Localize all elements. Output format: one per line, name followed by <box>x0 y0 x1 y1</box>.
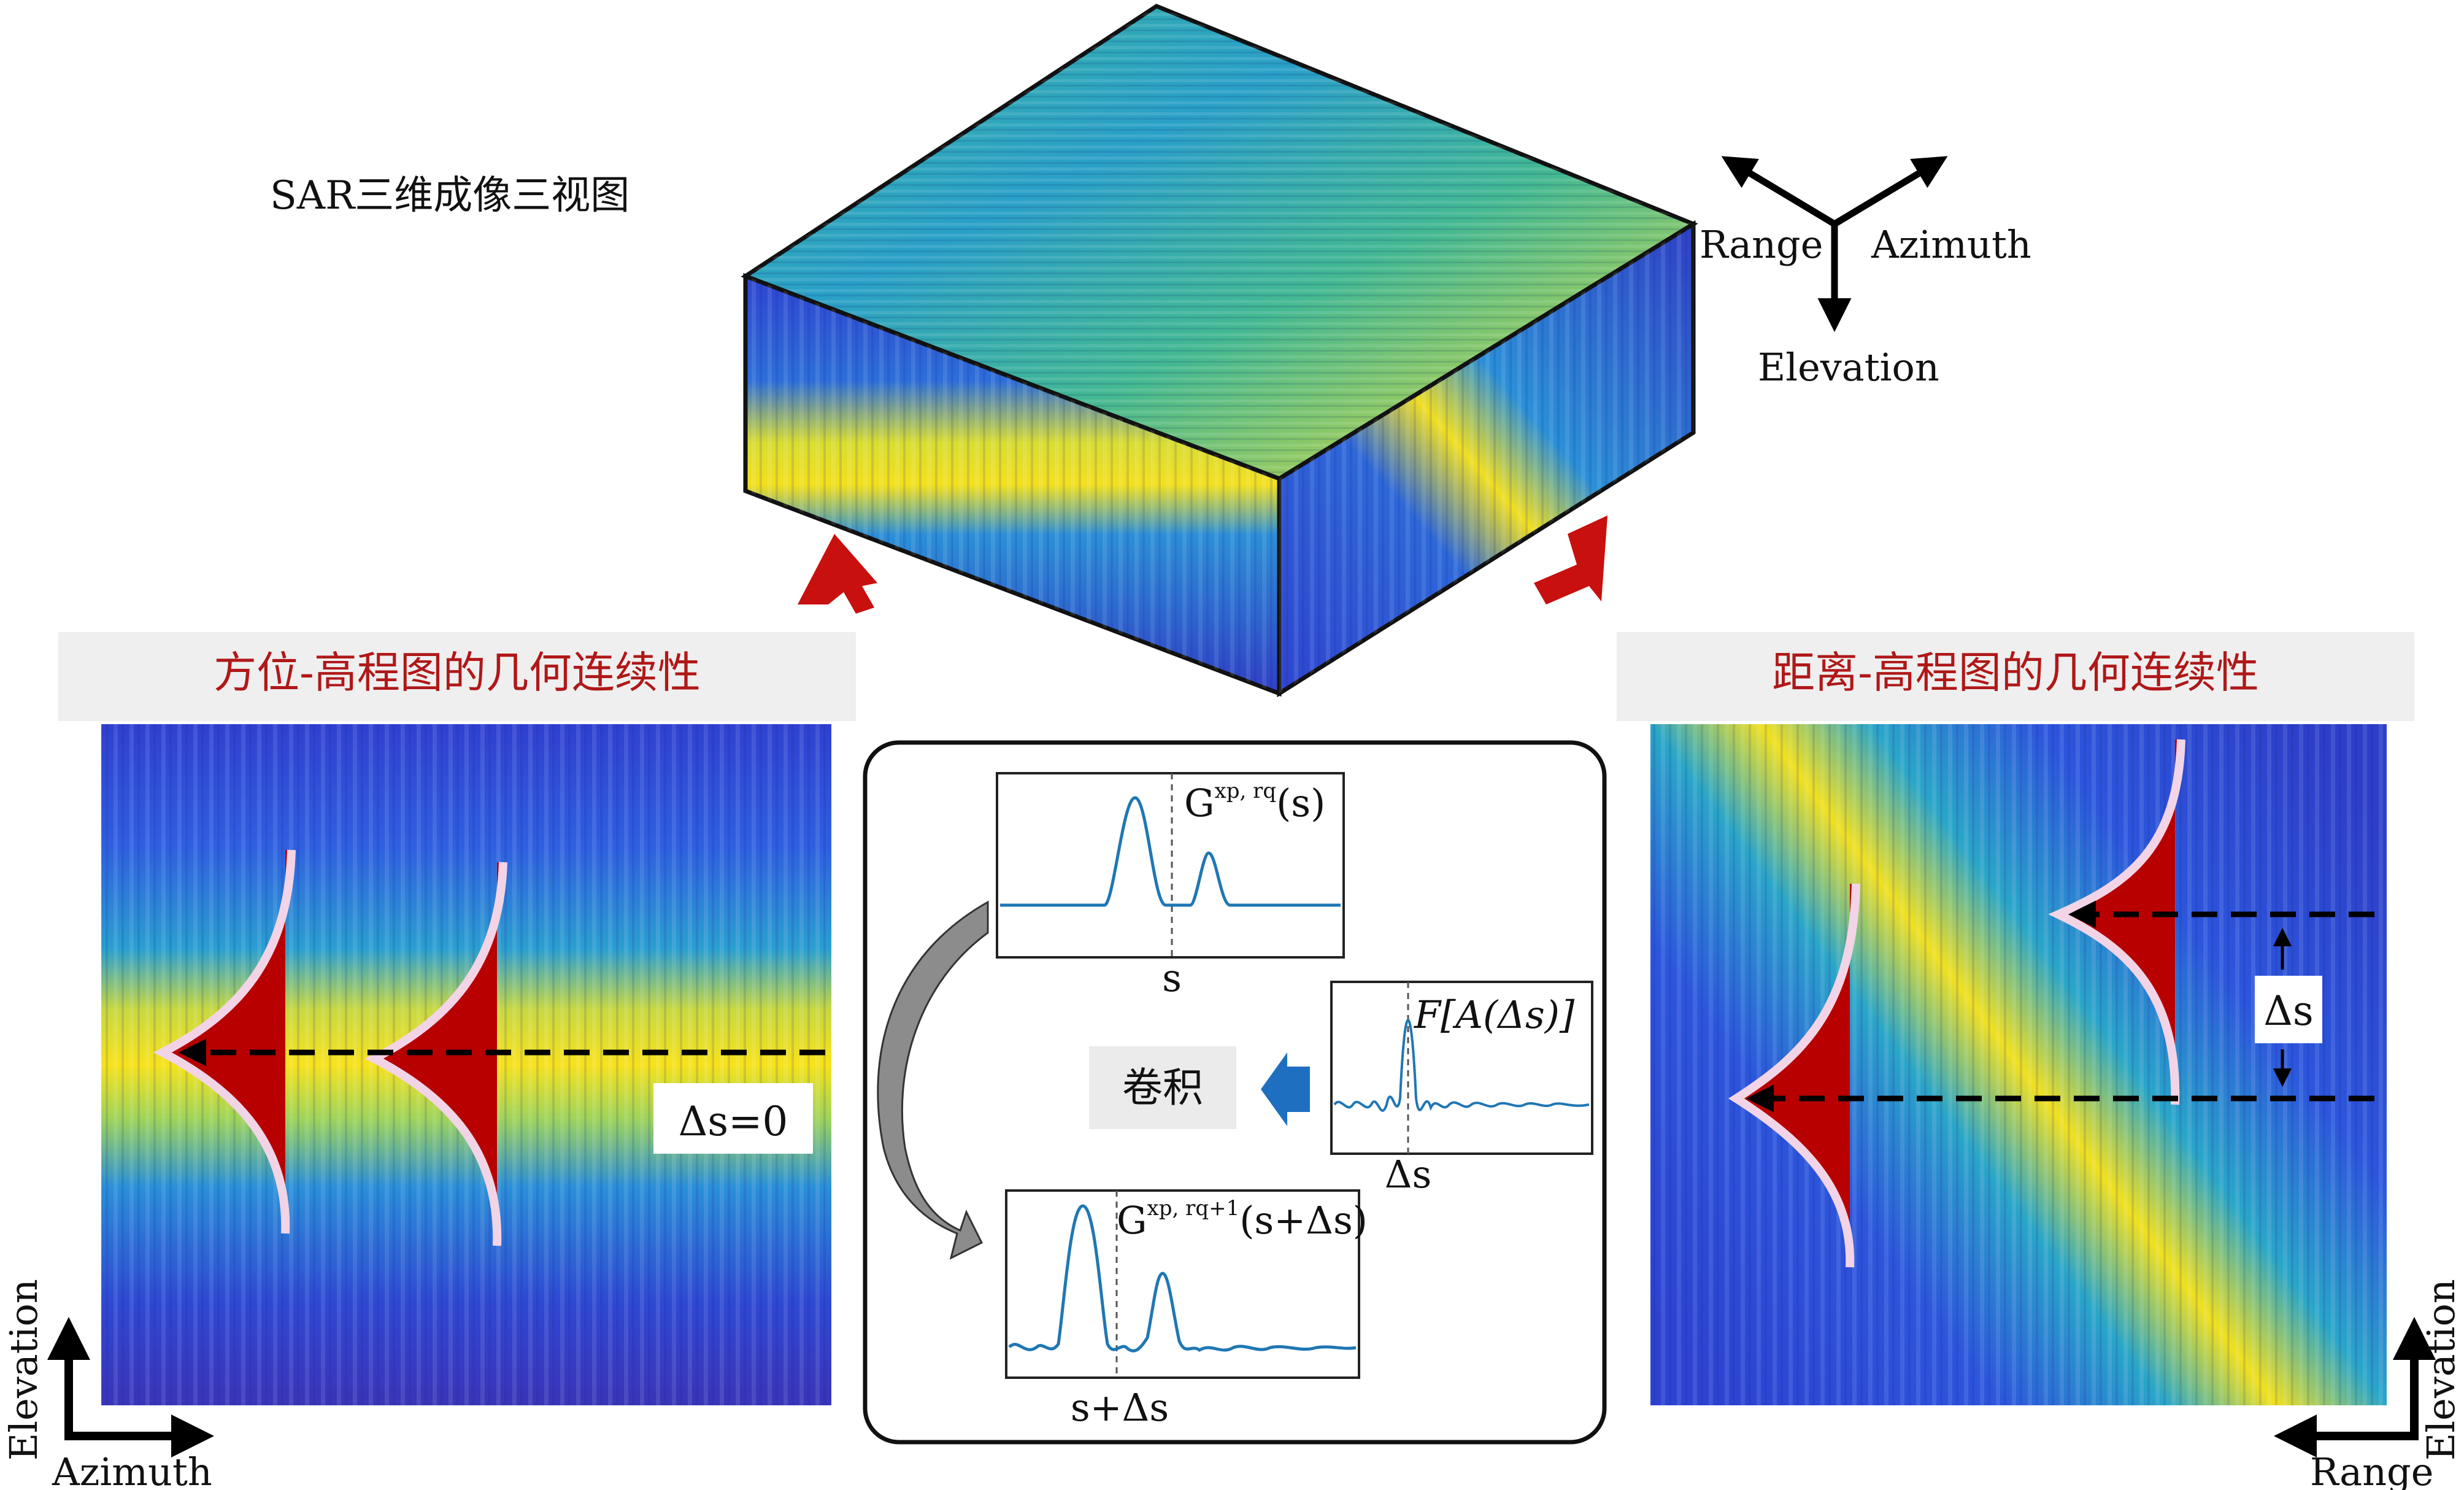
right-y-axis-label: Elevation <box>2419 1279 2463 1461</box>
operation-box <box>1089 1046 1236 1129</box>
top-plot-title: Gxp, rq(s) <box>1184 779 1325 825</box>
kernel-plot-xlabel: Δs <box>1385 1152 1432 1197</box>
left-gaussian-2-curve <box>364 862 507 1246</box>
left-gaussian-1 <box>153 849 296 1234</box>
cube-top-texture <box>745 6 1693 479</box>
kernel-plot-title: F[A(Δs)] <box>1414 992 1575 1037</box>
top-plot-frame <box>996 772 1345 959</box>
right-gaussian-1-curve <box>1728 883 1860 1268</box>
sar-3d-cube <box>741 4 1698 698</box>
left-x-axis-label: Azimuth <box>52 1449 212 1490</box>
range-label: Range <box>1700 222 1823 267</box>
kernel-plot: F[A(Δs)] Δs <box>1330 981 1593 1197</box>
range-arrow <box>1721 156 1836 227</box>
left-gaussian-2-fill <box>374 862 503 1246</box>
right-heading-bg <box>1617 632 2414 721</box>
right-heading: 距离-高程图的几何连续性 <box>1772 647 2259 698</box>
right-x-axis-label: Range <box>2310 1449 2433 1490</box>
elevation-label: Elevation <box>1758 345 1939 390</box>
left-delta-label: Δs=0 <box>679 1098 788 1145</box>
red-arrow-left <box>798 534 877 614</box>
left-gaussian-2 <box>364 862 507 1246</box>
left-gaussian-1-curve <box>153 849 296 1234</box>
axis-triad: Range Azimuth Elevation <box>1700 156 2031 390</box>
figure-title: SAR三维成像三视图 <box>270 173 629 218</box>
right-gaussian-1-fill <box>1736 884 1856 1267</box>
cube-side-texture <box>1279 224 1693 693</box>
operation-label: 卷积 <box>1122 1064 1203 1111</box>
right-gaussian-2-fill <box>2058 739 2181 1105</box>
conv-arrow <box>1261 1052 1310 1126</box>
top-plot-xlabel: s <box>1162 955 1182 1000</box>
top-plot-curve <box>1000 796 1341 907</box>
right-heatmap-texture <box>1650 724 2387 1405</box>
left-heading: 方位-高程图的几何连续性 <box>214 647 701 698</box>
left-heading-bg <box>58 632 856 721</box>
right-gaussian-2 <box>2048 739 2185 1105</box>
left-gaussian-1-fill <box>163 850 291 1233</box>
left-delta-box <box>653 1083 813 1154</box>
bottom-plot-xlabel: s+Δs <box>1071 1385 1169 1430</box>
left-y-axis-label: Elevation <box>1 1279 46 1461</box>
grey-curved-arrow <box>877 900 989 1260</box>
red-arrow-right <box>1534 515 1607 604</box>
bottom-plot: Gxp, rq+1(s+Δs) s+Δs <box>1005 1189 1368 1430</box>
bottom-plot-curve <box>1008 1204 1357 1353</box>
cube-front-texture <box>745 276 1279 693</box>
right-gaussian-1 <box>1728 883 1860 1268</box>
top-plot: Gxp, rq(s) s <box>996 772 1345 1000</box>
azimuth-arrow <box>1833 156 1948 227</box>
kernel-plot-frame <box>1330 981 1593 1155</box>
azimuth-label: Azimuth <box>1871 222 2031 267</box>
right-gaussian-2-curve <box>2048 739 2185 1105</box>
kernel-plot-curve <box>1333 1019 1590 1112</box>
right-delta-box <box>2255 976 2322 1043</box>
right-delta-label: Δs <box>2263 987 2314 1035</box>
right-heatmap <box>1650 724 2387 1405</box>
